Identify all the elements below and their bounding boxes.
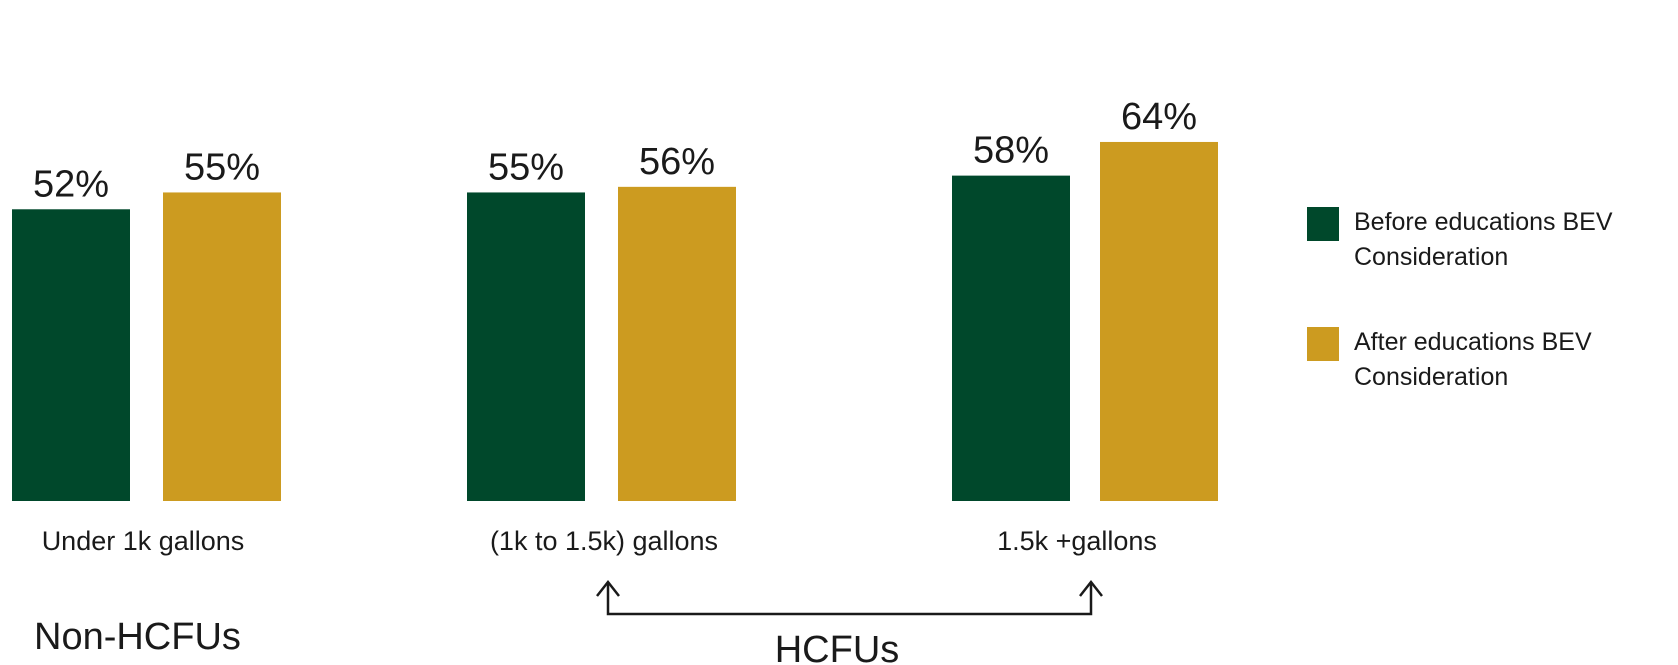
group-label-hcfus: HCFUs bbox=[775, 629, 900, 665]
bars-layer bbox=[12, 141, 1218, 501]
value-label-before-1-5k-plus: 58% bbox=[973, 130, 1049, 172]
value-label-after-1-5k-plus: 64% bbox=[1121, 96, 1197, 138]
value-label-before-1k-to-1-5k: 55% bbox=[488, 146, 564, 188]
legend-label-after-line1: After educations BEV bbox=[1354, 328, 1592, 356]
bar-before-under-1k bbox=[12, 209, 130, 501]
category-label-under-1k: Under 1k gallons bbox=[42, 526, 245, 556]
bar-before-1-5k-plus bbox=[952, 175, 1070, 501]
legend-label-before-line1: Before educations BEV bbox=[1354, 208, 1613, 236]
value-labels-layer: 52% 55% 55% 56% 58% 64% bbox=[33, 96, 1197, 205]
bar-after-under-1k bbox=[163, 192, 281, 501]
bracket-arrow-left bbox=[596, 579, 620, 597]
value-label-after-under-1k: 55% bbox=[184, 146, 260, 188]
legend-label-after-line2: Consideration bbox=[1354, 363, 1508, 391]
group-label-non-hcfus: Non-HCFUs bbox=[34, 616, 241, 658]
value-label-before-under-1k: 52% bbox=[33, 163, 109, 205]
legend-swatch-before bbox=[1307, 207, 1339, 241]
hcfu-bracket bbox=[596, 579, 1103, 616]
bar-after-1k-to-1-5k bbox=[618, 186, 736, 501]
legend: Before educations BEV Consideration Afte… bbox=[1307, 207, 1613, 391]
bracket-line bbox=[606, 582, 1093, 616]
category-label-1k-to-1-5k: (1k to 1.5k) gallons bbox=[490, 526, 718, 556]
value-label-after-1k-to-1-5k: 56% bbox=[639, 141, 715, 183]
legend-label-before-line2: Consideration bbox=[1354, 243, 1508, 271]
bar-after-1-5k-plus bbox=[1100, 141, 1218, 501]
bar-before-1k-to-1-5k bbox=[467, 192, 585, 501]
category-label-1-5k-plus: 1.5k +gallons bbox=[997, 526, 1157, 556]
legend-swatch-after bbox=[1307, 327, 1339, 361]
bracket-arrow-right bbox=[1079, 579, 1103, 597]
